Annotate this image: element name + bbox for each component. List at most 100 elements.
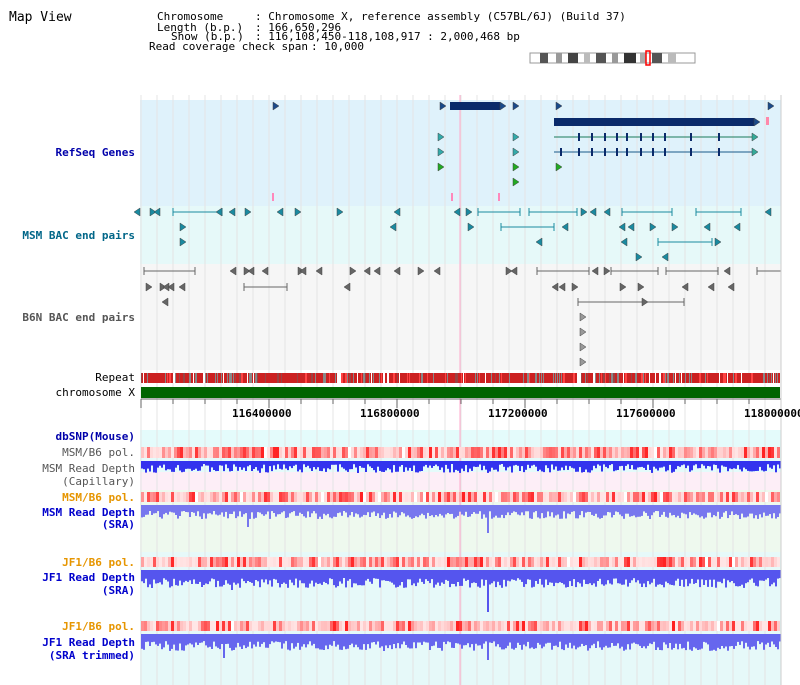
polymorphism-strips[interactable]: [141, 447, 780, 631]
polymorphism-cell: [621, 447, 624, 458]
polymorphism-cell: [633, 492, 636, 502]
polymorphism-cell: [705, 557, 708, 567]
msm-bac-features[interactable]: [133, 207, 772, 262]
msm-pol-sra-label[interactable]: MSM/B6 pol.: [62, 491, 135, 504]
jf1-pol-trimmed-label[interactable]: JF1/B6 pol.: [62, 620, 135, 633]
read-depth-bar: [569, 505, 571, 515]
polymorphism-cell: [516, 447, 519, 458]
repeat-segment: [463, 373, 464, 383]
read-depth-bar: [287, 634, 289, 650]
read-depth-bar: [519, 505, 521, 516]
read-depth-bar: [395, 570, 397, 588]
polymorphism-cell: [162, 621, 165, 631]
msm-bac-label[interactable]: MSM BAC end pairs: [22, 229, 135, 242]
polymorphism-cell: [627, 447, 630, 458]
read-depth-bar: [557, 634, 559, 648]
read-depth-bar: [161, 634, 163, 650]
read-depth-bar: [581, 634, 583, 644]
repeat-track[interactable]: [141, 373, 780, 383]
polymorphism-cell: [585, 557, 588, 567]
read-depth-bar: [249, 505, 251, 519]
dbsnp-label[interactable]: dbSNP(Mouse): [55, 430, 135, 443]
polymorphism-cell: [540, 621, 543, 631]
read-depth-bar: [145, 634, 147, 642]
read-depth-bar: [207, 461, 209, 466]
polymorphism-cell: [174, 557, 177, 567]
polymorphism-cell: [180, 492, 183, 502]
read-depth-bar: [305, 570, 307, 588]
repeat-segment: [253, 373, 254, 383]
polymorphism-cell: [744, 492, 747, 502]
chromosome-ideogram[interactable]: [529, 50, 696, 66]
b6n-bac-label[interactable]: B6N BAC end pairs: [22, 311, 135, 324]
chromosome-bar[interactable]: [141, 387, 780, 398]
read-depth-bar: [531, 505, 533, 519]
read-depth-bar: [331, 570, 333, 580]
polymorphism-cell: [408, 557, 411, 567]
polymorphism-cell: [168, 557, 171, 567]
read-depth-bar: [721, 570, 723, 584]
read-depth-bar: [295, 461, 297, 465]
polymorphism-cell: [735, 557, 738, 567]
read-depth-bar: [451, 570, 453, 584]
jf1-depth-trimmed-label[interactable]: JF1 Read Depth: [42, 636, 135, 649]
polymorphism-cell: [327, 447, 330, 458]
read-depth-bar: [525, 570, 527, 585]
read-depth-bar: [431, 634, 433, 647]
read-depth-bar: [187, 570, 189, 582]
polymorphism-cell: [579, 621, 582, 631]
read-depth-bar: [701, 570, 703, 580]
polymorphism-cell: [414, 557, 417, 567]
polymorphism-cell: [165, 492, 168, 502]
read-depth-bar: [369, 570, 371, 582]
polymorphism-cell: [390, 621, 393, 631]
polymorphism-cell: [327, 492, 330, 502]
read-depth-bar: [505, 505, 507, 516]
read-depth-bar: [173, 505, 175, 513]
read-depth-bar: [387, 634, 389, 649]
polymorphism-cell: [408, 621, 411, 631]
polymorphism-cell: [576, 447, 579, 458]
polymorphism-cell: [687, 447, 690, 458]
refseq-genes-label[interactable]: RefSeq Genes: [55, 146, 135, 159]
read-depth-bar: [159, 634, 161, 644]
read-depth-bar: [679, 634, 681, 644]
msm-bac-arrow: [393, 207, 401, 217]
read-depth-bar: [203, 570, 205, 585]
read-depth-bar: [223, 570, 225, 585]
read-depth-bar: [507, 570, 509, 581]
polymorphism-cell: [690, 621, 693, 631]
msm-bac-arrow: [535, 237, 543, 247]
read-depth-bar: [341, 461, 343, 468]
read-depth-bar: [283, 570, 285, 583]
polymorphism-cell: [573, 447, 576, 458]
read-depth-bar: [619, 505, 621, 515]
polymorphism-cell: [216, 447, 219, 458]
read-depth-bar: [501, 570, 503, 588]
polymorphism-cell: [534, 621, 537, 631]
read-depth-bar: [459, 570, 461, 586]
jf1-depth-sra-label[interactable]: JF1 Read Depth: [42, 571, 135, 584]
refseq-features[interactable]: [272, 101, 775, 201]
read-depth-bar: [191, 505, 193, 512]
polymorphism-cell: [468, 447, 471, 458]
msm-pol-label[interactable]: MSM/B6 pol.: [62, 446, 135, 459]
jf1-pol-label[interactable]: JF1/B6 pol.: [62, 556, 135, 569]
polymorphism-cell: [699, 621, 702, 631]
repeat-segment: [383, 373, 385, 383]
read-depth-bar: [383, 634, 385, 651]
b6n-bac-features[interactable]: [143, 266, 782, 367]
msm-depth-capillary-label[interactable]: MSM Read Depth: [42, 462, 135, 475]
read-depth-tracks[interactable]: [141, 461, 781, 660]
polymorphism-cell: [420, 557, 423, 567]
read-depth-bar: [161, 461, 163, 468]
read-depth-bar: [689, 461, 691, 472]
polymorphism-cell: [561, 621, 564, 631]
msm-depth-sra-label[interactable]: MSM Read Depth: [42, 506, 135, 519]
repeat-segment: [217, 373, 218, 383]
read-depth-bar: [251, 570, 253, 583]
polymorphism-cell: [657, 492, 660, 502]
read-depth-bar: [455, 505, 457, 518]
polymorphism-cell: [483, 492, 486, 502]
